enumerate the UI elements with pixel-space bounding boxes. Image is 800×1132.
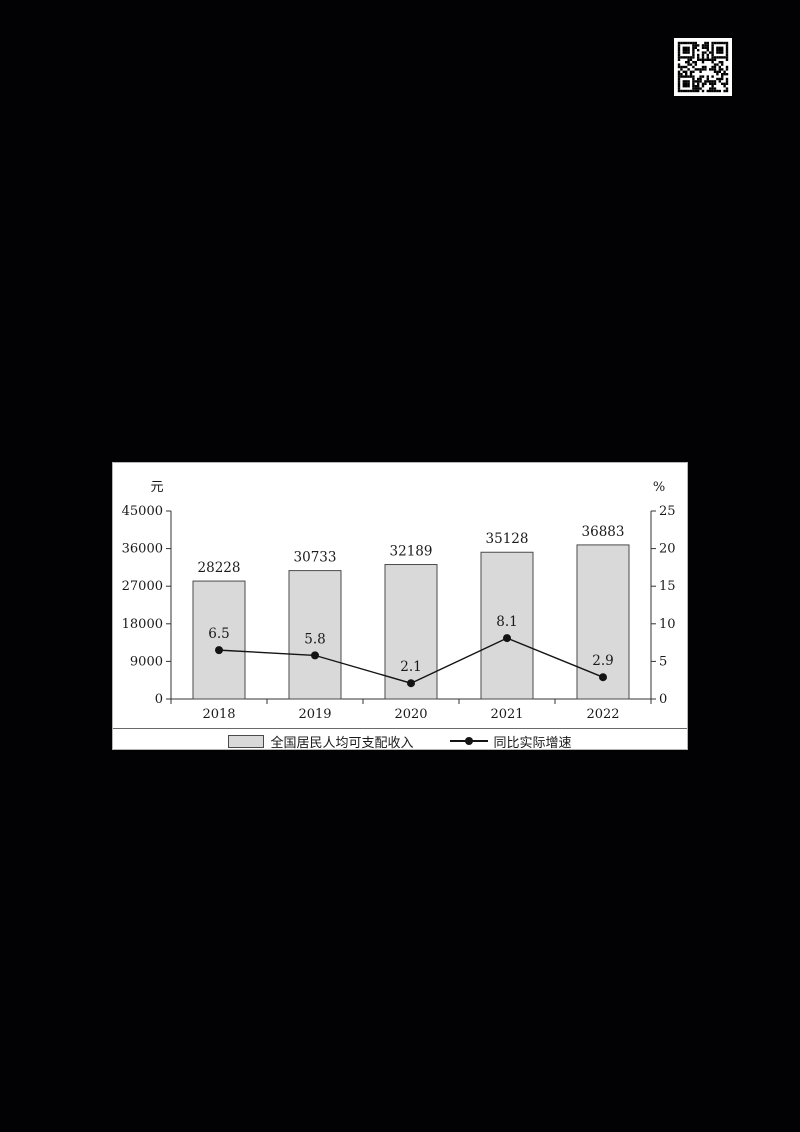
bar-2021 [480, 551, 534, 700]
x-axis-category-label: 2022 [586, 707, 619, 722]
right-axis-tick-label: 5 [659, 654, 667, 669]
income-growth-chart: 元% 0 9000 18000 27000 36000 45000 0 5 10 15 20 25 201… [112, 462, 688, 751]
legend-label-growth: 同比实际增速 [493, 735, 572, 751]
bar-2020 [384, 564, 438, 700]
bar-value-label: 36883 [582, 524, 625, 540]
line-point-2018 [215, 646, 223, 655]
chart-plot-area: 元 % 0 9000 18000 27000 36000 45000 0 5 10 15 20 25 201… [122, 480, 676, 722]
legend-divider [113, 728, 687, 729]
left-axis-tick-label: 0 [155, 692, 163, 707]
left-axis-tick-label: 36000 [122, 542, 163, 557]
line-value-label: 6.5 [208, 626, 229, 642]
x-axis-category-label: 2019 [298, 707, 331, 722]
qr-code-pattern [677, 41, 729, 93]
legend-label-income: 全国居民人均可支配收入 [270, 735, 414, 751]
bar-value-label: 35128 [486, 531, 529, 547]
left-axis-tick-label: 27000 [122, 579, 163, 594]
left-axis-tick-label: 18000 [122, 617, 163, 632]
bar-value-label: 30733 [294, 550, 337, 566]
bar-swatch-icon [228, 734, 265, 748]
right-axis-tick-label: 25 [659, 504, 676, 519]
right-axis-tick-label: 0 [659, 692, 667, 707]
legend-item-growth: 同比实际增速 [449, 732, 572, 751]
line-dot-icon [464, 737, 473, 745]
qr-code [674, 38, 732, 96]
line-value-label: 5.8 [304, 631, 325, 647]
right-axis-tick-label: 10 [659, 617, 676, 632]
left-axis-tick-label: 45000 [122, 504, 163, 519]
left-axis-unit: 元 [150, 480, 163, 495]
bar-value-label: 32189 [390, 544, 433, 560]
line-point-2020 [407, 679, 415, 688]
bar-2019 [288, 570, 342, 700]
x-axis-category-label: 2020 [394, 707, 427, 722]
line-value-label: 2.9 [592, 653, 613, 669]
x-axis-category-label: 2018 [202, 707, 235, 722]
bar-2018 [192, 580, 246, 700]
x-axis-category-label: 2021 [490, 707, 523, 722]
right-axis-tick-label: 20 [659, 542, 676, 557]
line-value-label: 2.1 [400, 659, 421, 675]
left-axis-tick-label: 9000 [130, 654, 163, 669]
bar-value-label: 28228 [198, 560, 241, 576]
line-point-2021 [503, 634, 511, 643]
legend-item-income: 全国居民人均可支配收入 [228, 732, 414, 751]
right-axis-unit: % [653, 480, 665, 495]
line-swatch-icon [449, 737, 488, 745]
chart-legend: 全国居民人均可支配收入 同比实际增速 [113, 731, 687, 751]
line-point-2019 [311, 651, 319, 660]
line-value-label: 8.1 [496, 614, 517, 630]
right-axis-tick-label: 15 [659, 579, 676, 594]
line-point-2022 [599, 673, 607, 682]
